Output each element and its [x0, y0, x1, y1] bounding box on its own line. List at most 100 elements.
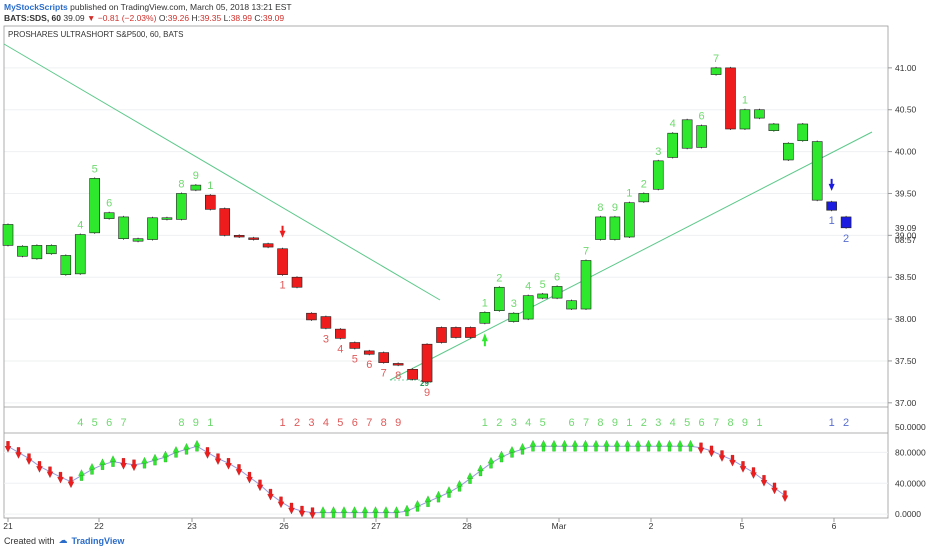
candle[interactable] — [262, 243, 274, 248]
count-row-label: 2 — [294, 417, 300, 429]
price-change: −0.81 (−2.03%) — [97, 13, 157, 23]
x-tick-label: Mar — [552, 521, 567, 531]
candle[interactable] — [2, 224, 14, 246]
candle[interactable] — [378, 352, 390, 363]
descending-trendline[interactable] — [3, 43, 441, 301]
candle[interactable] — [826, 201, 837, 211]
candle[interactable] — [450, 327, 462, 338]
count-row-label: 5 — [337, 417, 343, 429]
candle[interactable] — [248, 237, 259, 240]
osc-up-arrow-icon — [676, 439, 684, 452]
candle[interactable] — [407, 369, 418, 380]
candle[interactable] — [46, 245, 57, 255]
candle-count-label: 6 — [554, 271, 560, 283]
candle[interactable] — [624, 202, 635, 238]
candle[interactable] — [421, 343, 433, 383]
candle[interactable] — [60, 255, 72, 275]
candle[interactable] — [696, 125, 707, 148]
candle[interactable] — [522, 295, 534, 320]
osc-up-arrow-icon — [172, 446, 180, 458]
candle[interactable] — [725, 67, 736, 130]
candle[interactable] — [638, 193, 650, 203]
candle[interactable] — [103, 212, 115, 219]
count-row-label: 6 — [352, 417, 358, 429]
candle[interactable] — [754, 109, 765, 119]
candle[interactable] — [652, 160, 664, 190]
candle[interactable] — [537, 293, 548, 299]
candle[interactable] — [118, 216, 129, 239]
osc-up-arrow-icon — [414, 500, 421, 512]
candle[interactable] — [74, 234, 86, 275]
candle[interactable] — [132, 238, 144, 242]
candle[interactable] — [551, 286, 563, 299]
osc-up-arrow-icon — [634, 439, 642, 452]
candle[interactable] — [797, 123, 809, 142]
candle[interactable] — [739, 109, 751, 130]
candle[interactable] — [233, 235, 245, 238]
count-row-label: 4 — [323, 417, 329, 429]
osc-up-arrow-icon — [340, 506, 348, 518]
candle[interactable] — [291, 276, 303, 288]
price-axis[interactable]: 41.00 40.50 40.00 39.50 39.00 38.50 38.00 37.50… — [888, 63, 917, 408]
count-row-label: 7 — [121, 417, 127, 429]
tradingview-brand[interactable]: TradingView — [71, 535, 125, 546]
candle[interactable] — [89, 178, 100, 234]
candle[interactable] — [782, 142, 794, 161]
count-row-label: 8 — [178, 417, 184, 429]
candle[interactable] — [811, 141, 823, 201]
y-tick-label: 39.50 — [895, 188, 917, 198]
count-row-label: 5 — [684, 417, 690, 429]
candle[interactable] — [320, 316, 332, 329]
candle[interactable] — [681, 119, 693, 149]
candle[interactable] — [190, 184, 202, 191]
candle-count-label: 1 — [742, 95, 748, 107]
time-axis[interactable]: 21 22 23 26 27 28 Mar 2 5 6 — [3, 518, 837, 531]
osc-down-arrow-icon — [729, 454, 736, 467]
candle[interactable] — [161, 217, 173, 220]
candle[interactable] — [392, 363, 404, 366]
ohlc-line: BATS:SDS, 60 39.09 ▼ −0.81 (−2.03%) O:39… — [4, 13, 292, 24]
candle-count-label: 6 — [106, 198, 112, 210]
candle[interactable] — [580, 260, 592, 310]
candle[interactable] — [436, 327, 447, 343]
y-tick-label: 41.00 — [895, 63, 917, 73]
candle[interactable] — [479, 312, 491, 324]
osc-up-arrow-icon — [645, 439, 652, 452]
candle[interactable] — [277, 248, 288, 275]
osc-up-arrow-icon — [403, 504, 411, 517]
candle[interactable] — [465, 327, 476, 338]
candle[interactable] — [349, 342, 361, 349]
candle[interactable] — [31, 245, 43, 260]
candle[interactable] — [493, 286, 505, 312]
ascending-trendline[interactable] — [389, 131, 873, 381]
candles[interactable] — [2, 66, 852, 383]
candle[interactable] — [566, 300, 577, 310]
candle-count-label: 8 — [395, 370, 401, 382]
candle[interactable] — [176, 193, 187, 220]
candle[interactable] — [609, 216, 621, 240]
candle[interactable] — [363, 350, 375, 355]
candle[interactable] — [840, 216, 852, 229]
candle[interactable] — [219, 208, 231, 236]
publisher-name[interactable]: MyStockScripts — [4, 2, 68, 12]
x-tick-label: 6 — [832, 521, 837, 531]
candle[interactable] — [147, 217, 158, 240]
candle[interactable] — [667, 132, 679, 158]
count-row-label: 1 — [829, 417, 835, 429]
count-row-label: 9 — [193, 417, 199, 429]
candle[interactable] — [710, 67, 722, 75]
sell-arrow-icon — [828, 178, 835, 191]
count-row-label: 6 — [106, 417, 112, 429]
y-tick-label: 40.00 — [895, 147, 917, 157]
osc-tick-label: 0.0000 — [895, 509, 921, 519]
candle[interactable] — [595, 216, 606, 240]
candle[interactable] — [508, 312, 520, 322]
candle[interactable] — [205, 194, 216, 210]
candle[interactable] — [768, 123, 780, 131]
candle[interactable] — [335, 328, 346, 339]
countdown-label: 08:57 — [895, 235, 917, 245]
candle[interactable] — [17, 245, 28, 257]
candle[interactable] — [306, 312, 317, 321]
osc-up-arrow-icon — [498, 450, 505, 463]
